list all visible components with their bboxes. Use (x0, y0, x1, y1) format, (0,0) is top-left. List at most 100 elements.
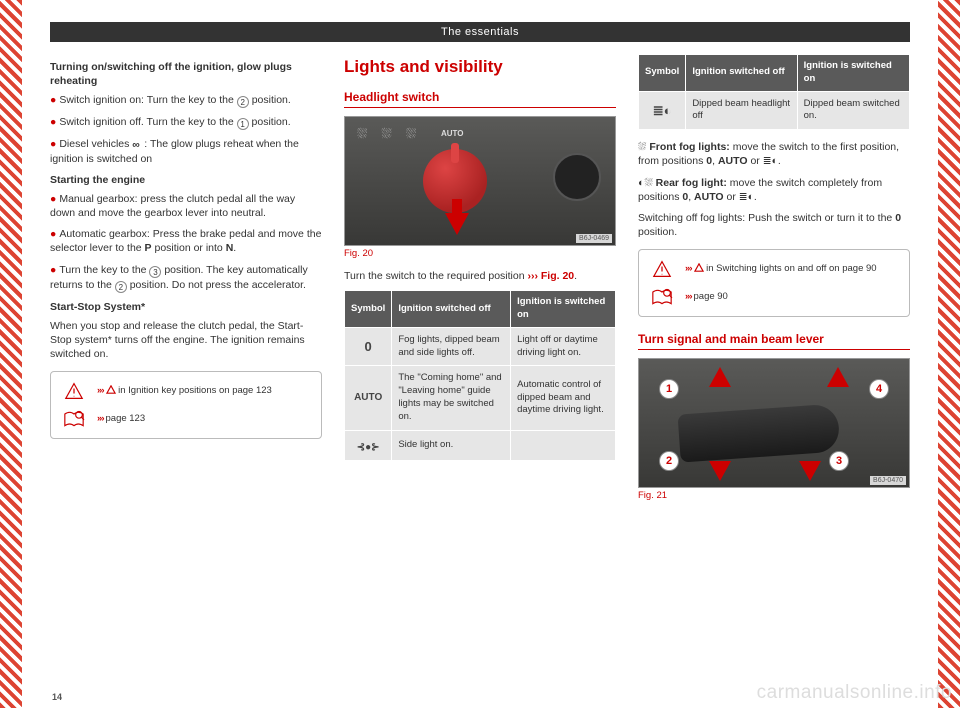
bullet-dot-icon: ● (50, 94, 56, 106)
heading-lights-visibility: Lights and visibility (344, 56, 616, 79)
fig21-marker-4: 4 (869, 379, 889, 399)
table-header-row: Symbol Ignition switched off Ignition is… (345, 291, 616, 328)
text: . (754, 191, 757, 203)
fig20-id: B6J-0469 (576, 234, 612, 243)
text: page 90 (694, 291, 728, 302)
key-pos-2-icon: 2 (115, 281, 127, 293)
text: Turn the key to the (59, 264, 149, 276)
text: . (233, 242, 236, 254)
text: position. (249, 116, 291, 128)
para-front-fog: ⛆ Front fog lights: move the switch to t… (638, 140, 910, 168)
para-rear-fog: ◐⛆ Rear fog light: move the switch compl… (638, 176, 910, 204)
ref-book-row: ›››page 123 (61, 408, 311, 430)
cell: Light off or daytime driving light on. (511, 327, 616, 366)
key-pos-1-icon: 1 (237, 118, 249, 130)
section-turn-signal: Turn signal and main beam lever (638, 331, 910, 350)
fig-ref: ››› Fig. 20 (527, 270, 574, 282)
chevron-icon: ››› (685, 263, 692, 274)
th-symbol: Symbol (345, 291, 392, 328)
text: . (574, 270, 577, 282)
fig21-marker-3: 3 (829, 451, 849, 471)
chevron-icon: ››› (97, 385, 104, 396)
text-bold: Front fog lights: (649, 141, 729, 153)
table-row: ≣◐ Dipped beam headlight off Dipped beam… (639, 91, 910, 130)
left-edge-pattern (0, 0, 22, 708)
text: 0 (895, 212, 901, 224)
heading-startstop: Start-Stop System* (50, 300, 322, 314)
chevron-icon: ››› (685, 291, 692, 302)
dipped-beam-icon: ≣◐ (763, 155, 778, 167)
cell: Automatic control of dipped beam and day… (511, 366, 616, 430)
book-magnify-icon (649, 286, 675, 308)
fig21-marker-1: 1 (659, 379, 679, 399)
warning-triangle-icon (61, 380, 87, 402)
fig20-caption: Fig. 20 (344, 248, 616, 261)
bullet-dot-icon: ● (50, 116, 56, 128)
bullet-manual: ●Manual gearbox: press the clutch pedal … (50, 192, 322, 220)
bullet-dot-icon: ● (50, 228, 56, 240)
figure-20: ⛆⛆⛆ AUTO B6J-0469 (344, 116, 616, 246)
text-p: P (145, 242, 152, 254)
bullet-dot-icon: ● (50, 138, 56, 150)
text: . (778, 155, 781, 167)
bullet-ign-on: ●Switch ignition on: Turn the key to the… (50, 93, 322, 108)
bullet-diesel: ●Diesel vehicles : The glow plugs reheat… (50, 137, 322, 165)
sym-auto-icon: AUTO (345, 366, 392, 430)
heading-ignition: Turning on/switching off the ignition, g… (50, 60, 322, 88)
th-on: Ignition is switched on (511, 291, 616, 328)
text: position. (249, 94, 291, 106)
text: AUTO (718, 155, 748, 167)
heading-starting: Starting the engine (50, 173, 322, 187)
glow-plug-icon (132, 138, 144, 148)
sym-0-icon: 0 (345, 327, 392, 366)
cell: Dipped beam headlight off (686, 91, 797, 130)
watermark: carmanualsonline.info (757, 682, 952, 704)
table-row: ⊰●⊱ Side light on. (345, 430, 616, 461)
cell: Dipped beam switched on. (797, 91, 909, 130)
column-3: Symbol Ignition switched off Ignition is… (638, 54, 910, 696)
text: Turn the switch to the required position (344, 270, 527, 282)
table-row: AUTO The "Coming home" and "Leaving home… (345, 366, 616, 430)
text: position or into (152, 242, 226, 254)
reference-box-1: ››› in Ignition key positions on page 12… (50, 371, 322, 439)
fig21-caption: Fig. 21 (638, 490, 910, 503)
bullet-dot-icon: ● (50, 264, 56, 276)
th-off: Ignition switched off (686, 55, 797, 92)
bullet-auto: ●Automatic gearbox: Press the brake peda… (50, 227, 322, 255)
cell: Side light on. (392, 430, 511, 461)
key-pos-2-icon: 2 (237, 96, 249, 108)
text: or (724, 191, 739, 203)
fig20-auto-label: AUTO (441, 129, 464, 140)
fig21-lever (678, 404, 841, 463)
cell (511, 430, 616, 461)
table-row: 0 Fog lights, dipped beam and side light… (345, 327, 616, 366)
symbol-table-2: Symbol Ignition switched off Ignition is… (638, 54, 910, 130)
page: The essentials Turning on/switching off … (22, 0, 938, 708)
para-turn-switch: Turn the switch to the required position… (344, 269, 616, 283)
text: Switch ignition off. Turn the key to the (59, 116, 236, 128)
book-magnify-icon (61, 408, 87, 430)
text: in Switching lights on and off on page 9… (704, 263, 877, 274)
page-number: 14 (52, 692, 62, 702)
fig21-arrow-down-icon (709, 461, 731, 481)
page-header-bar: The essentials (50, 22, 910, 42)
ref-warning-row: ››› in Switching lights on and off on pa… (649, 258, 899, 280)
fig21-arrow-up-icon (827, 367, 849, 387)
column-1: Turning on/switching off the ignition, g… (50, 54, 322, 696)
ref-text: ›››page 90 (685, 291, 728, 304)
section-headlight-switch: Headlight switch (344, 89, 616, 108)
fog-icon: ⛆ (406, 125, 416, 143)
text: position. Do not press the accelerator. (127, 279, 306, 291)
text: position. (638, 226, 677, 238)
fig20-push-arrow-icon (445, 213, 469, 235)
cell: The "Coming home" and "Leaving home" gui… (392, 366, 511, 430)
text-bold: Rear fog light: (656, 177, 727, 189)
fig21-marker-2: 2 (659, 451, 679, 471)
cell: Fog lights, dipped beam and side lights … (392, 327, 511, 366)
right-edge-pattern (938, 0, 960, 708)
warning-triangle-icon (649, 258, 675, 280)
text: page 123 (106, 413, 146, 424)
fig20-side-dial (553, 153, 601, 201)
para-switch-off-fog: Switching off fog lights: Push the switc… (638, 211, 910, 239)
chevron-icon: ››› (97, 413, 104, 424)
